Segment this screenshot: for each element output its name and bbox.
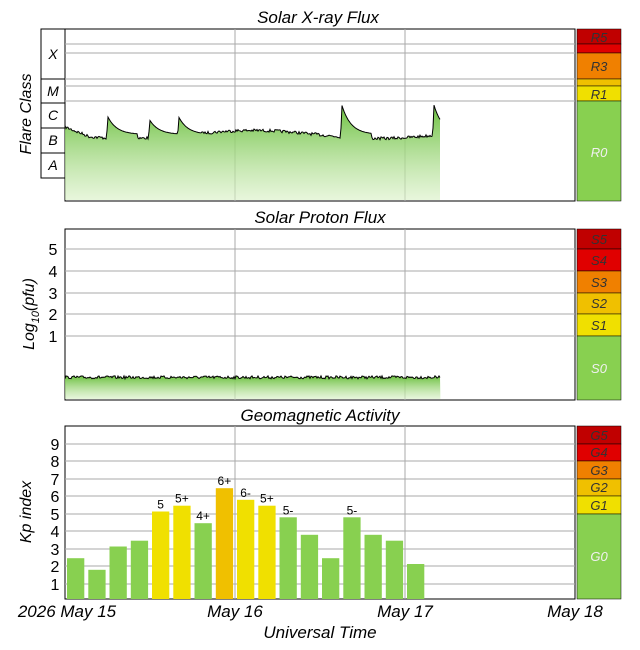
kp-tick-5: 5: [51, 507, 60, 524]
scale-band-g0: [576, 513, 622, 600]
xray-flux-series: [64, 105, 441, 200]
xray-scale-bar: R5 R3 R1 R0: [576, 28, 622, 202]
kp-bar: [215, 488, 234, 599]
proton-tick-1: 1: [49, 329, 58, 346]
class-label-m: M: [47, 83, 59, 99]
scale-band-r0: [576, 100, 622, 202]
kp-bar-label: 6-: [240, 486, 251, 500]
kp-bar: [343, 517, 361, 599]
kp-bar-label: 5: [157, 498, 164, 512]
kp-bar: [300, 534, 319, 599]
kp-tick-9: 9: [51, 437, 60, 454]
kp-bar-label: 5+: [175, 492, 189, 506]
class-label-x: X: [47, 46, 58, 62]
scale-band-r3: [576, 52, 622, 80]
kp-bar-label: 5-: [283, 503, 294, 517]
proton-scale-bar: S5 S4 S3 S2 S1 S0: [576, 228, 622, 401]
scale-band-r2: [576, 78, 622, 87]
class-label-a: A: [47, 157, 57, 173]
x-axis-label: Universal Time: [263, 623, 376, 642]
kp-bar-label: 4+: [196, 509, 210, 523]
proton-flux-series: [64, 374, 441, 399]
kp-bar: [237, 499, 255, 599]
scale-label-g1: G1: [590, 498, 607, 513]
kp-bar-label: 6+: [218, 474, 232, 488]
kp-bar-label: 5-: [347, 503, 358, 517]
geomag-scale-bar: G5 G4 G3 G2 G1 G0: [576, 425, 622, 600]
scale-label-g5: G5: [590, 428, 608, 443]
proton-ylabel: Log10(pfu): [21, 278, 42, 350]
scale-label-s0: S0: [591, 361, 608, 376]
kp-tick-8: 8: [51, 454, 60, 471]
kp-bar: [194, 523, 212, 599]
xray-flux-fill: [65, 105, 440, 200]
kp-bar: [88, 569, 106, 599]
geomag-ylabel: Kp index: [18, 480, 35, 543]
xray-plot-area: [64, 28, 576, 202]
scale-label-s2: S2: [591, 296, 608, 311]
x-tick-may16: May 16: [207, 602, 263, 621]
xray-flux-line: [64, 105, 441, 141]
scale-label-r5: R5: [591, 30, 608, 45]
kp-tick-1: 1: [51, 577, 60, 594]
proton-y-ticks: 5 4 3 2 1: [49, 242, 58, 346]
xray-title: Solar X-ray Flux: [257, 8, 379, 27]
kp-bar: [364, 534, 382, 599]
proton-title: Solar Proton Flux: [254, 208, 386, 227]
scale-label-g2: G2: [590, 480, 608, 495]
scale-label-g4: G4: [590, 445, 607, 460]
proton-flux-line: [64, 374, 441, 381]
geomag-plot-area: 5 5+ 4+ 6+ 6- 5+ 5- 5-: [64, 425, 576, 600]
kp-bar: [258, 505, 276, 599]
kp-tick-7: 7: [51, 472, 60, 489]
kp-bar: [407, 564, 425, 599]
geomag-title: Geomagnetic Activity: [240, 406, 401, 425]
geomag-y-ticks: 9 8 7 6 5 4 3 2 1: [51, 437, 60, 594]
kp-bar-label: 5+: [260, 492, 274, 506]
x-tick-may18: May 18: [547, 602, 603, 621]
proton-tick-4: 4: [49, 264, 58, 281]
x-axis-ticks: 2026 May 15 May 16 May 17 May 18: [17, 602, 604, 621]
class-label-c: C: [48, 107, 59, 123]
kp-bar: [67, 558, 85, 599]
proton-plot-area: [64, 228, 576, 401]
scale-label-r1: R1: [591, 87, 608, 102]
kp-tick-3: 3: [51, 542, 60, 559]
kp-bar: [109, 546, 127, 599]
kp-tick-4: 4: [51, 524, 60, 541]
kp-bar-series: 5 5+ 4+ 6+ 6- 5+ 5- 5-: [67, 474, 425, 599]
proton-ylabel-sub: 10: [30, 310, 42, 323]
proton-tick-3: 3: [49, 286, 58, 303]
proton-tick-5: 5: [49, 242, 58, 259]
scale-label-r0: R0: [591, 145, 608, 160]
scale-band-r4: [576, 43, 622, 54]
scale-label-s3: S3: [591, 275, 608, 290]
x-tick-may17: May 17: [377, 602, 433, 621]
kp-tick-2: 2: [51, 559, 60, 576]
kp-bar: [279, 517, 297, 599]
scale-label-r3: R3: [591, 59, 608, 74]
xray-class-boxes: X M C B A: [40, 28, 66, 179]
scale-label-g0: G0: [590, 549, 608, 564]
kp-bar: [130, 540, 149, 599]
scale-band-s0: [576, 335, 622, 401]
x-tick-may15: 2026 May 15: [17, 602, 117, 621]
kp-bar: [173, 505, 191, 599]
scale-label-g3: G3: [590, 463, 608, 478]
proton-flux-fill: [65, 375, 441, 399]
proton-tick-2: 2: [49, 307, 58, 324]
kp-bar: [385, 540, 404, 599]
scale-label-s1: S1: [591, 318, 607, 333]
scale-label-s4: S4: [591, 253, 607, 268]
proton-ylabel-tail: (pfu): [21, 278, 38, 311]
kp-bar: [152, 511, 170, 599]
xray-ylabel: Flare Class: [18, 74, 35, 155]
kp-tick-6: 6: [51, 489, 60, 506]
scale-label-s5: S5: [591, 232, 608, 247]
class-label-b: B: [48, 132, 57, 148]
kp-bar: [322, 558, 340, 599]
proton-ylabel-main: Log: [21, 323, 38, 350]
